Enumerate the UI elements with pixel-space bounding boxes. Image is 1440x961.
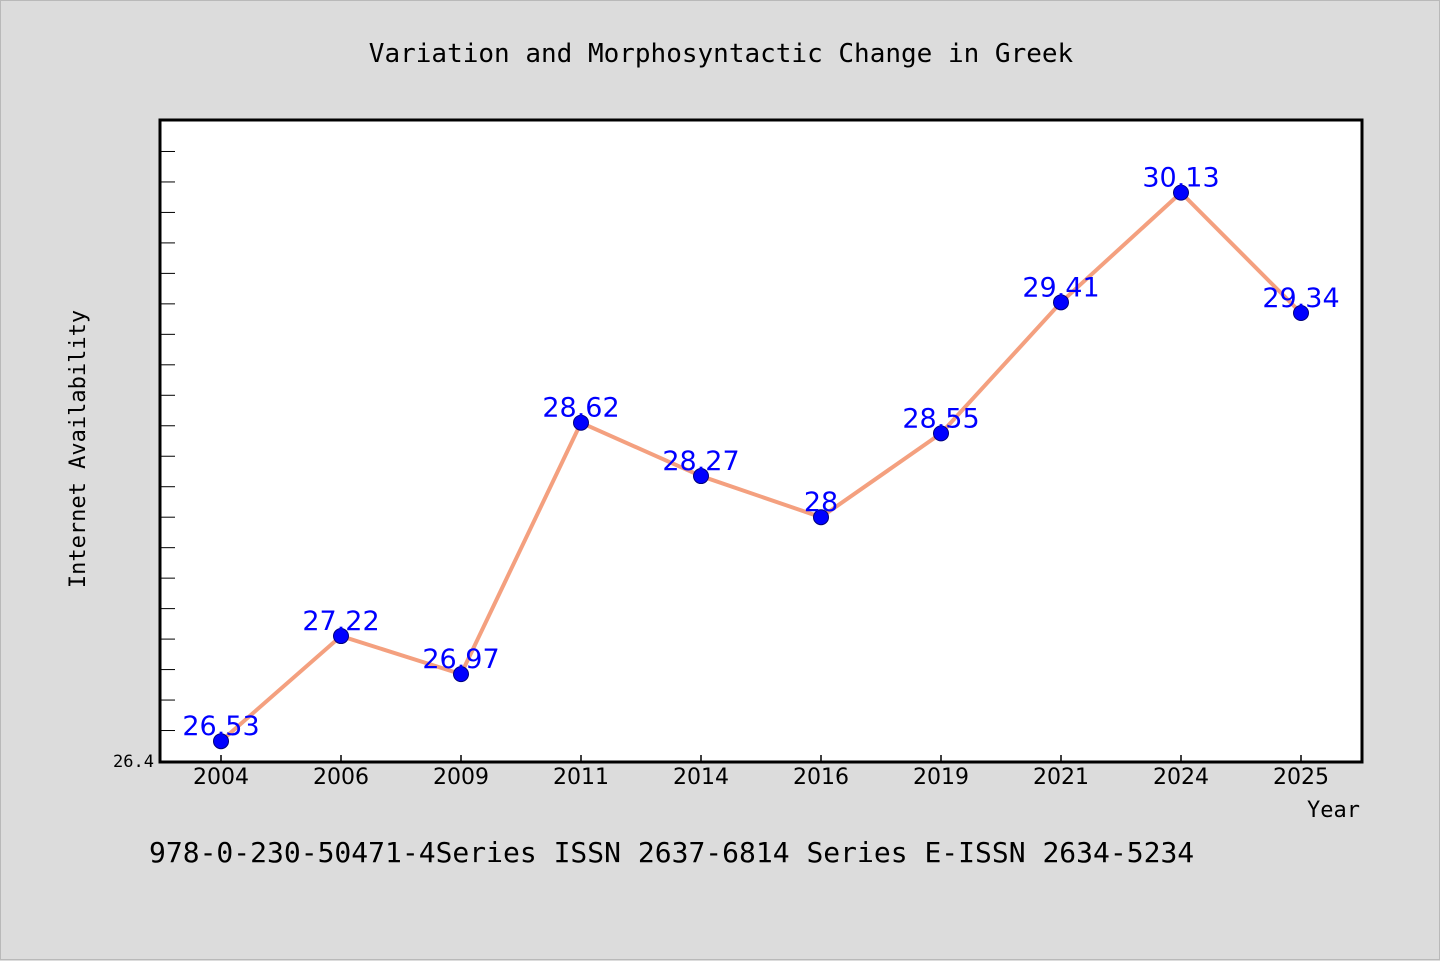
data-label: 28.27	[662, 446, 739, 477]
data-label: 29.41	[1022, 272, 1099, 303]
x-tick-label: 2004	[193, 765, 249, 790]
x-tick-label: 2009	[433, 765, 489, 790]
x-axis-ticks	[220, 755, 1302, 761]
data-label: 29.34	[1262, 283, 1339, 314]
x-tick-label: 2014	[673, 765, 729, 790]
y-axis-ticks	[161, 150, 175, 732]
data-point	[693, 468, 709, 485]
y-axis-label: Internet Availability	[66, 310, 91, 588]
data-label: 27.22	[302, 606, 379, 637]
x-tick-label: 2025	[1273, 765, 1329, 790]
x-tick-label: 2016	[793, 765, 849, 790]
data-label: 26.97	[422, 644, 499, 675]
data-label: 30.13	[1142, 163, 1219, 194]
plot-area	[158, 118, 1364, 764]
data-point	[813, 509, 829, 526]
x-tick-label: 2019	[913, 765, 969, 790]
series-line	[219, 190, 1303, 743]
data-point	[1053, 294, 1069, 311]
y-tick-label: 26.4	[113, 752, 154, 772]
chart-title: Variation and Morphosyntactic Change in …	[369, 39, 1074, 69]
x-tick-label: 2006	[313, 765, 369, 790]
data-label: 26.53	[182, 711, 259, 742]
series-group: 26.53 27.22 26.97 28.62 28.27 28 28.55 29.41 30.…	[182, 163, 1340, 750]
data-point	[333, 628, 349, 645]
footer-text: 978-0-230-50471-4Series ISSN 2637-6814 S…	[149, 836, 1194, 869]
data-point	[1293, 305, 1309, 321]
x-axis-label: Year	[1307, 798, 1360, 823]
data-point	[573, 414, 589, 431]
data-point	[213, 733, 229, 750]
x-tick-label: 2011	[553, 765, 609, 790]
data-label: 28	[804, 487, 838, 518]
data-point	[453, 666, 469, 683]
x-tick-label: 2024	[1153, 765, 1209, 790]
x-axis-tick-labels: 2004 2006 2009 2011 2014 2016 2019 2021 2024 2025	[193, 765, 1329, 790]
data-point	[933, 425, 949, 442]
data-label: 28.55	[902, 403, 979, 434]
data-label: 28.62	[542, 393, 619, 424]
data-point	[1173, 184, 1189, 201]
x-tick-label: 2021	[1033, 765, 1089, 790]
